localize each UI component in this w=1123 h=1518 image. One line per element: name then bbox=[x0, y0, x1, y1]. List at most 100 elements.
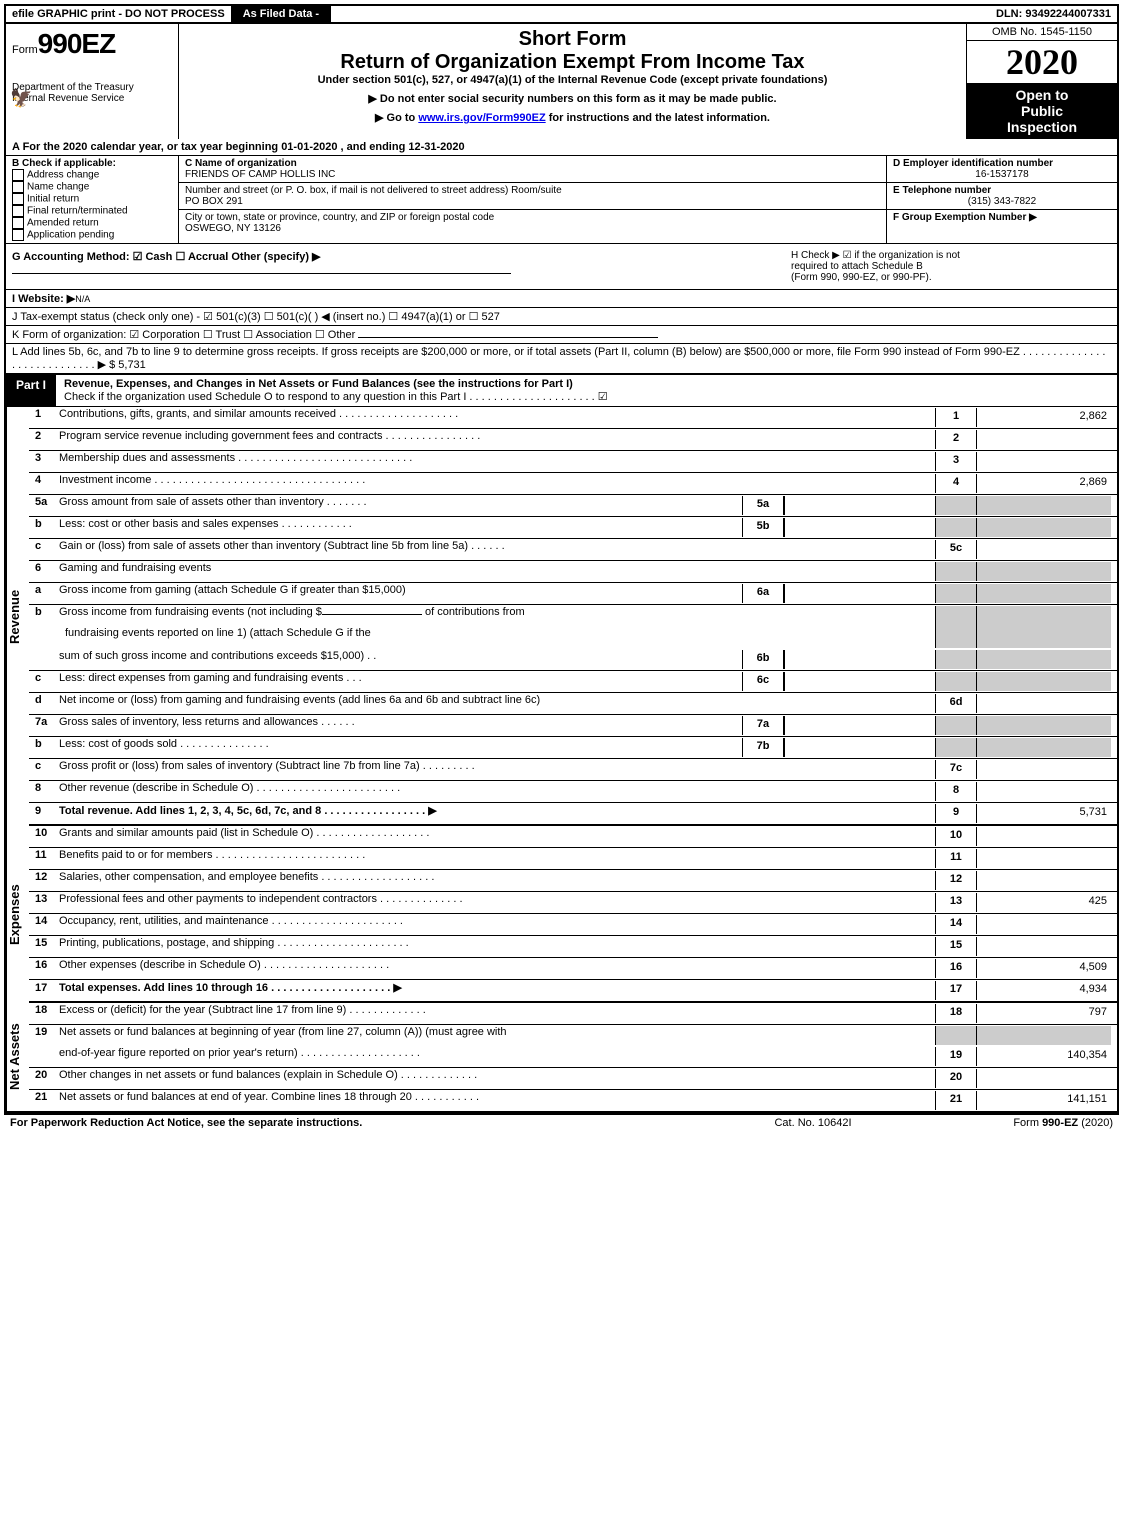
section-a: A For the 2020 calendar year, or tax yea… bbox=[6, 139, 1117, 156]
chk-amended[interactable]: Amended return bbox=[12, 217, 172, 229]
part1-sub: Check if the organization used Schedule … bbox=[64, 391, 608, 403]
open1: Open to bbox=[969, 87, 1115, 103]
return-title: Return of Organization Exempt From Incom… bbox=[185, 51, 960, 74]
line-8: 8Other revenue (describe in Schedule O) … bbox=[29, 781, 1117, 803]
l-gross: L Add lines 5b, 6c, and 7b to line 9 to … bbox=[6, 344, 1117, 373]
form-id-cell: Form990EZ 🦅 Department of the Treasury I… bbox=[6, 24, 179, 139]
chk-address[interactable]: Address change bbox=[12, 169, 172, 181]
irs-eagle-icon: 🦅 bbox=[10, 88, 32, 109]
dln-number: DLN: 93492244007331 bbox=[990, 6, 1117, 22]
footer-mid: Cat. No. 10642I bbox=[713, 1117, 913, 1129]
chk-initial[interactable]: Initial return bbox=[12, 193, 172, 205]
h2: required to attach Schedule B bbox=[791, 261, 1111, 272]
efile-notice: efile GRAPHIC print - DO NOT PROCESS bbox=[6, 6, 233, 22]
line-6c: cLess: direct expenses from gaming and f… bbox=[29, 671, 1117, 693]
form-container: efile GRAPHIC print - DO NOT PROCESS As … bbox=[4, 4, 1119, 1113]
d-label: D Employer identification number bbox=[893, 158, 1111, 169]
netassets-vert-label: Net Assets bbox=[6, 1003, 29, 1111]
i-website: I Website: ▶N/A bbox=[6, 290, 1117, 308]
expenses-vert-label: Expenses bbox=[6, 826, 29, 1003]
city-label: City or town, state or province, country… bbox=[185, 212, 880, 223]
chk-name[interactable]: Name change bbox=[12, 181, 172, 193]
line-15: 15Printing, publications, postage, and s… bbox=[29, 936, 1117, 958]
goto-line: ▶ Go to www.irs.gov/Form990EZ for instru… bbox=[185, 111, 960, 124]
line-21: 21Net assets or fund balances at end of … bbox=[29, 1090, 1117, 1111]
chk-pending[interactable]: Application pending bbox=[12, 229, 172, 241]
line-17: 17Total expenses. Add lines 10 through 1… bbox=[29, 980, 1117, 1003]
as-filed-label: As Filed Data - bbox=[233, 6, 331, 22]
omb-number: OMB No. 1545-1150 bbox=[967, 24, 1117, 41]
revenue-body: 1Contributions, gifts, grants, and simil… bbox=[29, 407, 1117, 826]
line-5a: 5aGross amount from sale of assets other… bbox=[29, 495, 1117, 517]
line-6b: bGross income from fundraising events (n… bbox=[29, 605, 1117, 649]
line-12: 12Salaries, other compensation, and empl… bbox=[29, 870, 1117, 892]
expenses-section: Expenses 10Grants and similar amounts pa… bbox=[6, 826, 1117, 1003]
part1-header: Part I Revenue, Expenses, and Changes in… bbox=[6, 373, 1117, 407]
h1: H Check ▶ ☑ if the organization is not bbox=[791, 250, 1111, 261]
line-6a: aGross income from gaming (attach Schedu… bbox=[29, 583, 1117, 605]
group-cell: F Group Exemption Number ▶ bbox=[887, 210, 1117, 225]
line-7b: bLess: cost of goods sold . . . . . . . … bbox=[29, 737, 1117, 759]
page-footer: For Paperwork Reduction Act Notice, see … bbox=[4, 1113, 1119, 1131]
goto-pre: ▶ Go to bbox=[375, 112, 418, 124]
col-d: D Employer identification number 16-1537… bbox=[887, 156, 1117, 243]
line-6: 6Gaming and fundraising events bbox=[29, 561, 1117, 583]
dept-line2: Internal Revenue Service bbox=[12, 93, 172, 104]
line-5b: bLess: cost or other basis and sales exp… bbox=[29, 517, 1117, 539]
title-center: Short Form Return of Organization Exempt… bbox=[179, 24, 966, 139]
g-accounting: G Accounting Method: ☑ Cash ☐ Accrual Ot… bbox=[6, 244, 785, 289]
i-label: I Website: ▶ bbox=[12, 293, 75, 305]
line-6d: dNet income or (loss) from gaming and fu… bbox=[29, 693, 1117, 715]
line-4: 4Investment income . . . . . . . . . . .… bbox=[29, 473, 1117, 495]
line-2: 2Program service revenue including gover… bbox=[29, 429, 1117, 451]
h-check: H Check ▶ ☑ if the organization is not r… bbox=[785, 244, 1117, 289]
f-label: F Group Exemption Number ▶ bbox=[893, 212, 1111, 223]
irs-link[interactable]: www.irs.gov/Form990EZ bbox=[418, 112, 545, 124]
org-name: FRIENDS OF CAMP HOLLIS INC bbox=[185, 169, 880, 180]
line-6b-end: sum of such gross income and contributio… bbox=[29, 649, 1117, 671]
chk-final[interactable]: Final return/terminated bbox=[12, 205, 172, 217]
l-text: L Add lines 5b, 6c, and 7b to line 9 to … bbox=[12, 346, 1105, 371]
phone-value: (315) 343-7822 bbox=[893, 196, 1111, 207]
revenue-vert-label: Revenue bbox=[6, 407, 29, 826]
h3: (Form 990, 990-EZ, or 990-PF). bbox=[791, 272, 1111, 283]
line-19b: end-of-year figure reported on prior yea… bbox=[29, 1046, 1117, 1068]
col-b: B Check if applicable: Address change Na… bbox=[6, 156, 179, 243]
addr-label: Number and street (or P. O. box, if mail… bbox=[185, 185, 880, 196]
k-form-org: K Form of organization: ☑ Corporation ☐ … bbox=[6, 326, 1117, 344]
gh-row: G Accounting Method: ☑ Cash ☐ Accrual Ot… bbox=[6, 244, 1117, 290]
c-label: C Name of organization bbox=[185, 158, 880, 169]
line-18: 18Excess or (deficit) for the year (Subt… bbox=[29, 1003, 1117, 1025]
addr-cell: Number and street (or P. O. box, if mail… bbox=[179, 183, 886, 210]
line-16: 16Other expenses (describe in Schedule O… bbox=[29, 958, 1117, 980]
goto-post: for instructions and the latest informat… bbox=[546, 112, 770, 124]
line-14: 14Occupancy, rent, utilities, and mainte… bbox=[29, 914, 1117, 936]
footer-left: For Paperwork Reduction Act Notice, see … bbox=[10, 1117, 713, 1129]
tax-year: 2020 bbox=[967, 41, 1117, 83]
line-10: 10Grants and similar amounts paid (list … bbox=[29, 826, 1117, 848]
under-section: Under section 501(c), 527, or 4947(a)(1)… bbox=[185, 74, 960, 86]
line-9: 9Total revenue. Add lines 1, 2, 3, 4, 5c… bbox=[29, 803, 1117, 826]
line-20: 20Other changes in net assets or fund ba… bbox=[29, 1068, 1117, 1090]
org-city: OSWEGO, NY 13126 bbox=[185, 223, 880, 234]
line-7a: 7aGross sales of inventory, less returns… bbox=[29, 715, 1117, 737]
revenue-section: Revenue 1Contributions, gifts, grants, a… bbox=[6, 407, 1117, 826]
open2: Public bbox=[969, 103, 1115, 119]
info-block: B Check if applicable: Address change Na… bbox=[6, 156, 1117, 244]
l-val: 5,731 bbox=[118, 359, 146, 371]
j-status: J Tax-exempt status (check only one) - ☑… bbox=[6, 308, 1117, 326]
title-right: OMB No. 1545-1150 2020 Open to Public In… bbox=[966, 24, 1117, 139]
b-label: B Check if applicable: bbox=[12, 158, 172, 169]
form-number: 990EZ bbox=[38, 28, 116, 59]
open-public-box: Open to Public Inspection bbox=[967, 83, 1117, 139]
netassets-section: Net Assets 18Excess or (deficit) for the… bbox=[6, 1003, 1117, 1111]
title-block: Form990EZ 🦅 Department of the Treasury I… bbox=[6, 24, 1117, 139]
part1-tab: Part I bbox=[6, 375, 56, 406]
line-3: 3Membership dues and assessments . . . .… bbox=[29, 451, 1117, 473]
netassets-body: 18Excess or (deficit) for the year (Subt… bbox=[29, 1003, 1117, 1111]
part1-title-text: Revenue, Expenses, and Changes in Net As… bbox=[64, 378, 573, 390]
treasury-dept: Department of the Treasury Internal Reve… bbox=[12, 82, 172, 104]
col-c: C Name of organization FRIENDS OF CAMP H… bbox=[179, 156, 887, 243]
top-bar: efile GRAPHIC print - DO NOT PROCESS As … bbox=[6, 6, 1117, 24]
g-text: G Accounting Method: ☑ Cash ☐ Accrual Ot… bbox=[12, 250, 511, 274]
